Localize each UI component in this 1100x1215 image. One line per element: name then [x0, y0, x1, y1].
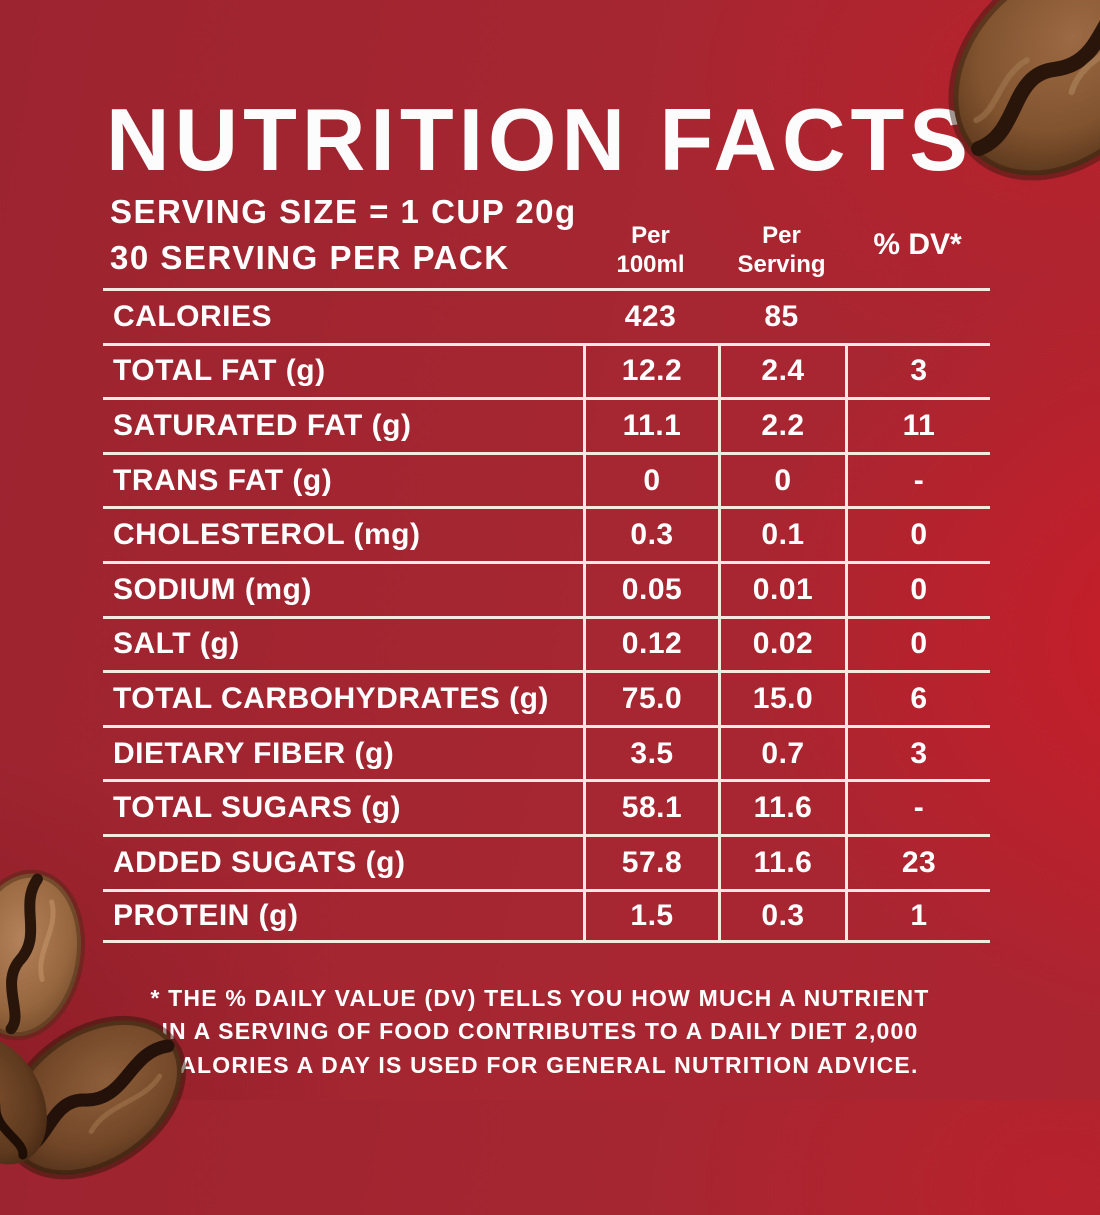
row-label: TOTAL CARBOHYDRATES (g)	[113, 681, 549, 715]
row-label: DIETARY FIBER (g)	[113, 736, 395, 770]
value-dv: 1	[845, 891, 990, 941]
value-per-100ml: 58.1	[583, 782, 718, 834]
footnote-line: CALORIES A DAY IS USED FOR GENERAL NUTRI…	[161, 1051, 919, 1078]
value-per-100ml: 423	[624, 299, 677, 333]
value-per-serving: 85	[764, 299, 799, 333]
value-per-serving: 11.6	[718, 782, 845, 834]
value-dv: 23	[845, 836, 990, 889]
footnote-line: * THE % DAILY VALUE (DV) TELLS YOU HOW M…	[150, 985, 930, 1011]
value-per-100ml: 0.05	[583, 563, 718, 616]
table-row: TOTAL CARBOHYDRATES (g) 75.0 15.0 6	[103, 670, 990, 725]
column-header-dv: % DV*	[873, 228, 962, 261]
column-header-line: Per	[762, 222, 801, 249]
value-per-100ml: 12.2	[583, 345, 718, 398]
column-header-per-serving: Per Serving	[718, 222, 845, 280]
row-label: TRANS FAT (g)	[113, 463, 333, 497]
value-dv: -	[845, 454, 990, 507]
value-dv: 0	[845, 563, 990, 616]
value-per-serving: 11.6	[718, 836, 845, 889]
row-label: SALT (g)	[113, 627, 240, 661]
row-label: ADDED SUGATS (g)	[113, 845, 406, 879]
table-row: CALORIES 423 85	[103, 288, 990, 343]
value-per-serving: 0.7	[718, 727, 845, 780]
column-header-per-100ml: Per 100ml	[583, 222, 718, 280]
table-row: TRANS FAT (g) 0 0-	[103, 451, 990, 507]
coffee-bean-bottom-left-upper-icon	[0, 858, 101, 1052]
value-dv	[845, 291, 990, 343]
value-per-100ml: 11.1	[583, 400, 718, 452]
row-label: PROTEIN (g)	[113, 898, 299, 932]
table-row: ADDED SUGATS (g) 57.8 11.6 23	[103, 833, 990, 889]
value-dv: 0	[845, 509, 990, 561]
table-row: DIETARY FIBER (g) 3.5 0.7 3	[103, 724, 990, 780]
value-dv: 0	[845, 618, 990, 671]
footnote-line: IN A SERVING OF FOOD CONTRIBUTES TO A DA…	[161, 1018, 919, 1045]
value-per-serving: 2.4	[718, 345, 845, 398]
value-dv: 6	[845, 673, 990, 725]
value-per-100ml: 57.8	[583, 836, 718, 889]
serving-size-text: SERVING SIZE = 1 CUP 20g	[110, 193, 577, 230]
value-per-serving: 0	[718, 454, 845, 507]
coffee-bean-bottom-corner-icon	[0, 1012, 75, 1189]
value-per-serving: 0.3	[718, 891, 845, 941]
daily-value-footnote: * THE % DAILY VALUE (DV) TELLS YOU HOW M…	[130, 982, 950, 1082]
table-row: PROTEIN (g) 1.5 0.3 1	[103, 888, 990, 944]
nutrition-table: CALORIES 423 85 TOTAL FAT (g) 12.2 2.4 3 SATURA…	[103, 288, 990, 944]
column-header-line: Per	[631, 222, 670, 249]
table-row: TOTAL FAT (g) 12.2 2.4 3	[103, 342, 990, 398]
row-label: TOTAL FAT (g)	[113, 354, 326, 388]
value-per-serving: 0.01	[718, 563, 845, 616]
column-header-line: Serving	[737, 250, 826, 278]
value-per-100ml: 0.3	[583, 509, 718, 561]
value-dv: 3	[845, 345, 990, 398]
value-dv: -	[845, 782, 990, 834]
row-label: SODIUM (mg)	[113, 572, 312, 606]
value-dv: 3	[845, 727, 990, 780]
table-row: TOTAL SUGARS (g) 58.1 11.6-	[103, 779, 990, 834]
row-label: SATURATED FAT (g)	[113, 408, 412, 442]
servings-per-pack-text: 30 SERVING PER PACK	[110, 239, 510, 276]
value-per-serving: 2.2	[718, 400, 845, 452]
table-row: SALT (g) 0.12 0.02 0	[103, 615, 990, 671]
row-label: CALORIES	[113, 299, 273, 333]
value-per-serving: 0.1	[718, 509, 845, 561]
value-per-100ml: 0.12	[583, 618, 718, 671]
value-per-100ml: 1.5	[583, 891, 718, 941]
table-row: SODIUM (mg) 0.05 0.01 0	[103, 560, 990, 616]
table-row: SATURATED FAT (g) 11.1 2.2 11	[103, 397, 990, 452]
value-dv: 11	[845, 400, 990, 452]
row-label: CHOLESTEROL (mg)	[113, 518, 421, 552]
column-header-line: 100ml	[616, 250, 685, 278]
page-title: NUTRITION FACTS	[106, 90, 973, 189]
value-per-100ml: 75.0	[583, 673, 718, 725]
value-per-100ml: 0	[583, 454, 718, 507]
row-label: TOTAL SUGARS (g)	[113, 791, 401, 825]
value-per-serving: 15.0	[718, 673, 845, 725]
value-per-serving: 0.02	[718, 618, 845, 671]
value-per-100ml: 3.5	[583, 727, 718, 780]
table-row: CHOLESTEROL (mg) 0.3 0.1 0	[103, 506, 990, 561]
